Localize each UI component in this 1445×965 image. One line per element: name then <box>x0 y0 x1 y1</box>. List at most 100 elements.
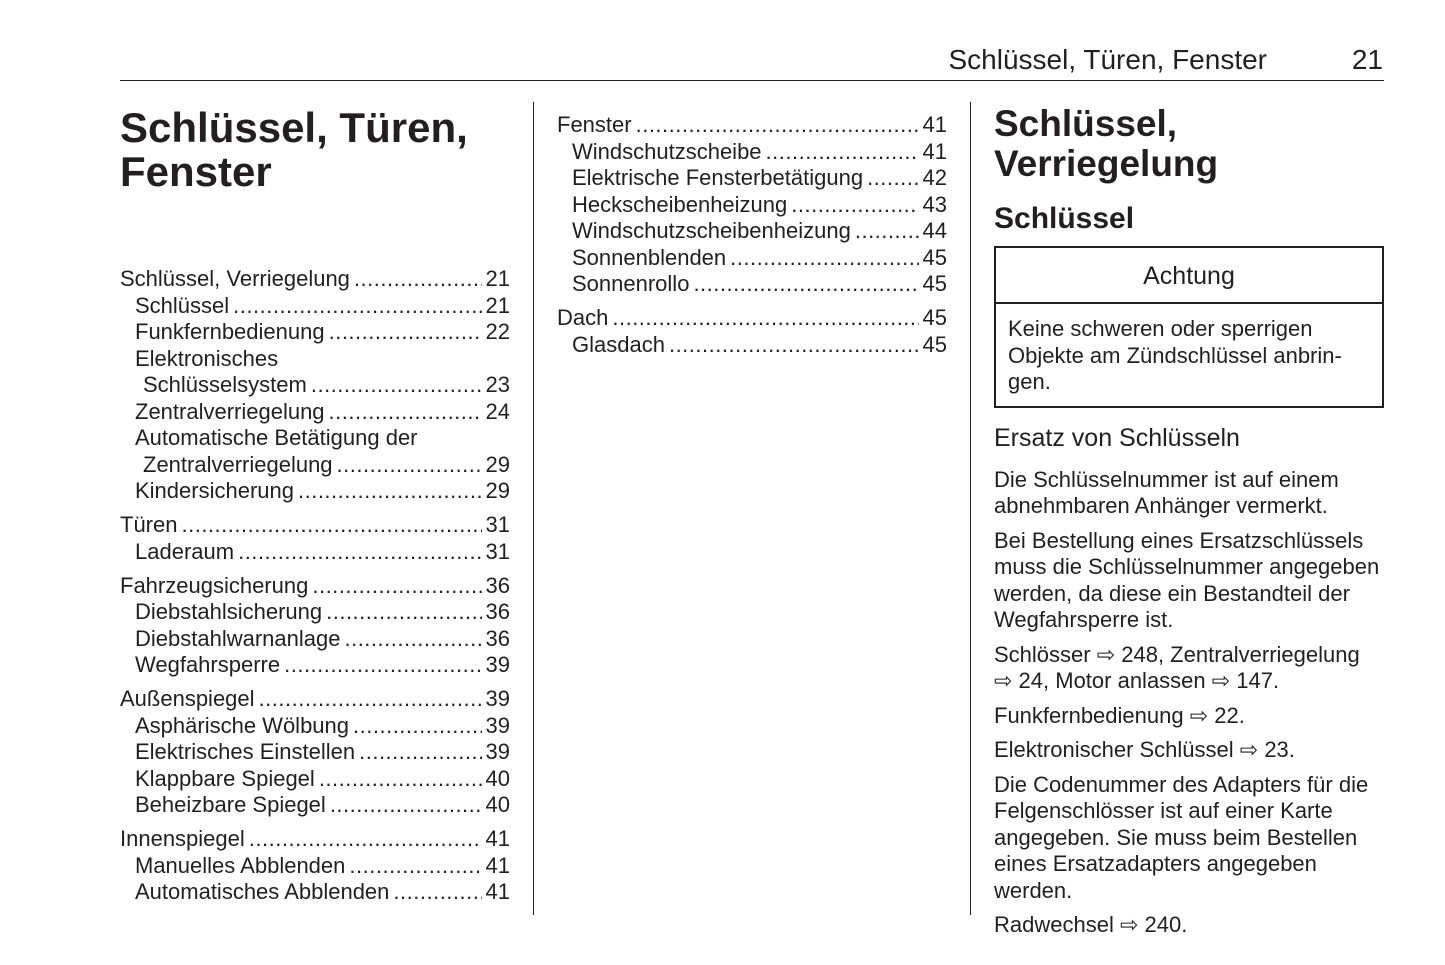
page-number: 21 <box>1351 44 1383 75</box>
toc-entry-label: Windschutzscheibenheizung <box>572 218 851 243</box>
dot-leader <box>337 452 482 479</box>
toc-entry-label: Türen <box>120 512 178 537</box>
dot-leader <box>233 293 481 320</box>
toc-entry[interactable]: Zentralverriegelung 24 <box>120 399 510 426</box>
toc-entry[interactable]: Asphärische Wölbung 39 <box>120 713 510 740</box>
toc-entry[interactable]: Außenspiegel 39 <box>120 686 510 713</box>
dot-leader <box>612 305 918 332</box>
toc-entry[interactable]: Dach 45 <box>557 305 947 332</box>
toc-entry-label: Automatisches Abblenden <box>135 879 390 904</box>
toc-entry[interactable]: Fenster 41 <box>557 112 947 139</box>
paragraph: Elektronischer Schlüssel ⇨ 23. <box>994 737 1295 762</box>
toc-entry-page: 23 <box>485 372 510 397</box>
toc-entry-page: 45 <box>922 244 947 270</box>
toc-entry[interactable]: Heckscheibenheizung 43 <box>557 192 947 219</box>
toc-entry-page: 31 <box>485 538 510 564</box>
toc-entry[interactable]: Sonnenrollo 45 <box>557 271 947 298</box>
toc-entry-page: 45 <box>922 271 947 296</box>
section-subtitle: Schlüssel <box>994 202 1135 235</box>
dot-leader <box>349 853 481 880</box>
dot-leader <box>730 245 918 272</box>
toc-entry-page: 24 <box>485 398 510 424</box>
toc-entry-page: 36 <box>485 625 510 651</box>
dot-leader <box>669 332 919 359</box>
toc-entry[interactable]: Automatisches Abblenden 41 <box>120 879 510 906</box>
toc-entry[interactable]: Schlüssel 21 <box>120 293 510 320</box>
dot-leader <box>249 826 482 853</box>
toc-entry-page: 29 <box>485 451 510 477</box>
toc-entry[interactable]: Windschutzscheibenheizung 44 <box>557 218 947 245</box>
column-divider <box>533 102 534 915</box>
toc-entry[interactable]: Elektrisches Einstellen 39 <box>120 739 510 766</box>
toc-entry-label[interactable]: Elektronisches <box>135 345 279 371</box>
toc-entry[interactable]: Laderaum 31 <box>120 539 510 566</box>
dot-leader <box>329 319 482 346</box>
toc-entry-label: Diebstahlwarnanlage <box>135 625 341 651</box>
toc-entry[interactable]: Innenspiegel 41 <box>120 826 510 853</box>
toc-entry-label[interactable]: Automatische Betätigung der <box>135 425 418 450</box>
toc-group: Dach 45 Glasdach 45 <box>557 305 947 358</box>
toc-entry-label: Sonnenblenden <box>572 244 727 270</box>
toc-entry-page: 40 <box>485 792 510 817</box>
toc-entry[interactable]: Elektrische Fensterbetätigung 42 <box>557 165 947 192</box>
toc-entry-page: 21 <box>485 266 510 291</box>
toc-entry-page: 39 <box>485 686 510 711</box>
toc-entry[interactable]: Klappbare Spiegel 40 <box>120 766 510 793</box>
toc-entry[interactable]: Diebstahlsicherung 36 <box>120 599 510 626</box>
toc-entry[interactable]: Funkfernbedienung 22 <box>120 319 510 346</box>
toc-entry[interactable]: Windschutzscheibe 41 <box>557 139 947 166</box>
dot-leader <box>344 626 481 653</box>
toc-entry-label: Fahrzeugsicherung <box>120 572 309 598</box>
toc-group: Türen 31 Laderaum 31 <box>120 512 510 565</box>
toc-entry[interactable]: Zentralverriegelung 29 <box>120 452 510 479</box>
toc-entry-page: 36 <box>485 572 510 598</box>
dot-leader <box>181 512 481 539</box>
toc-entry[interactable]: Wegfahrsperre 39 <box>120 652 510 679</box>
toc-entry[interactable]: Türen 31 <box>120 512 510 539</box>
toc-entry-page: 21 <box>485 292 510 318</box>
toc-entry-label: Schlüssel <box>135 292 230 318</box>
toc-entry-label: Funkfernbedienung <box>135 319 325 344</box>
toc-entry[interactable]: Schlüsselsystem 23 <box>120 372 510 399</box>
toc-entry[interactable]: Fahrzeugsicherung 36 <box>120 573 510 600</box>
toc-entry[interactable]: Diebstahlwarnanlage 36 <box>120 626 510 653</box>
toc-entry[interactable]: Manuelles Abblenden 41 <box>120 853 510 880</box>
toc-entry-page: 42 <box>922 165 947 190</box>
toc-entry-page: 41 <box>922 112 947 137</box>
toc-entry[interactable]: Beheizbare Spiegel 40 <box>120 792 510 819</box>
toc-entry-page: 43 <box>922 191 947 217</box>
toc-entry-page: 22 <box>485 319 510 344</box>
dot-leader <box>330 792 482 819</box>
caution-box: Achtung Keine schweren oder sperrigen Ob… <box>994 246 1384 408</box>
table-of-contents: Schlüssel, Verriegelung21Schlüssel21Funk… <box>120 266 510 906</box>
toc-entry-page: 39 <box>485 652 510 677</box>
caution-heading: Achtung <box>996 248 1382 304</box>
toc-group: Fahrzeugsicherung 36Diebstahlsicherung36D… <box>120 573 510 679</box>
table-of-contents-continued: Fenster 41Windschutzscheibe41Elektrische … <box>557 112 947 358</box>
chapter-title-line: Schlüssel, Türen, <box>120 104 468 151</box>
column-1: Schlüssel, Türen, Fenster Schlüssel, Ver… <box>120 106 510 913</box>
toc-entry-label: Fenster <box>557 112 632 137</box>
toc-entry[interactable]: Glasdach 45 <box>557 332 947 359</box>
toc-entry-label: Klappbare Spiegel <box>135 765 315 791</box>
toc-entry[interactable]: Kindersicherung 29 <box>120 478 510 505</box>
chapter-title-line: Fenster <box>120 148 272 195</box>
toc-entry-label: Elektrisches Einstellen <box>135 739 356 764</box>
caution-text: Keine schweren oder sperrigen Objekte am… <box>1008 316 1342 394</box>
toc-entry-label: Sonnenrollo <box>572 271 690 296</box>
dot-leader <box>353 713 482 740</box>
dot-leader <box>693 271 918 298</box>
dot-leader <box>359 739 481 766</box>
running-header-title: Schlüssel, Türen, Fenster <box>948 44 1267 75</box>
dot-leader <box>855 218 919 245</box>
toc-entry[interactable]: Sonnenblenden 45 <box>557 245 947 272</box>
dot-leader <box>354 266 482 293</box>
dot-leader <box>284 652 481 679</box>
toc-entry[interactable]: Schlüssel, Verriegelung 21 <box>120 266 510 293</box>
toc-entry-label: Außenspiegel <box>120 686 255 711</box>
toc-entry-label: Dach <box>557 305 609 330</box>
toc-group: Innenspiegel41Manuelles Abblenden41Autom… <box>120 826 510 906</box>
column-3: Schlüssel, Verriegelung Schlüssel Achtun… <box>994 104 1384 947</box>
